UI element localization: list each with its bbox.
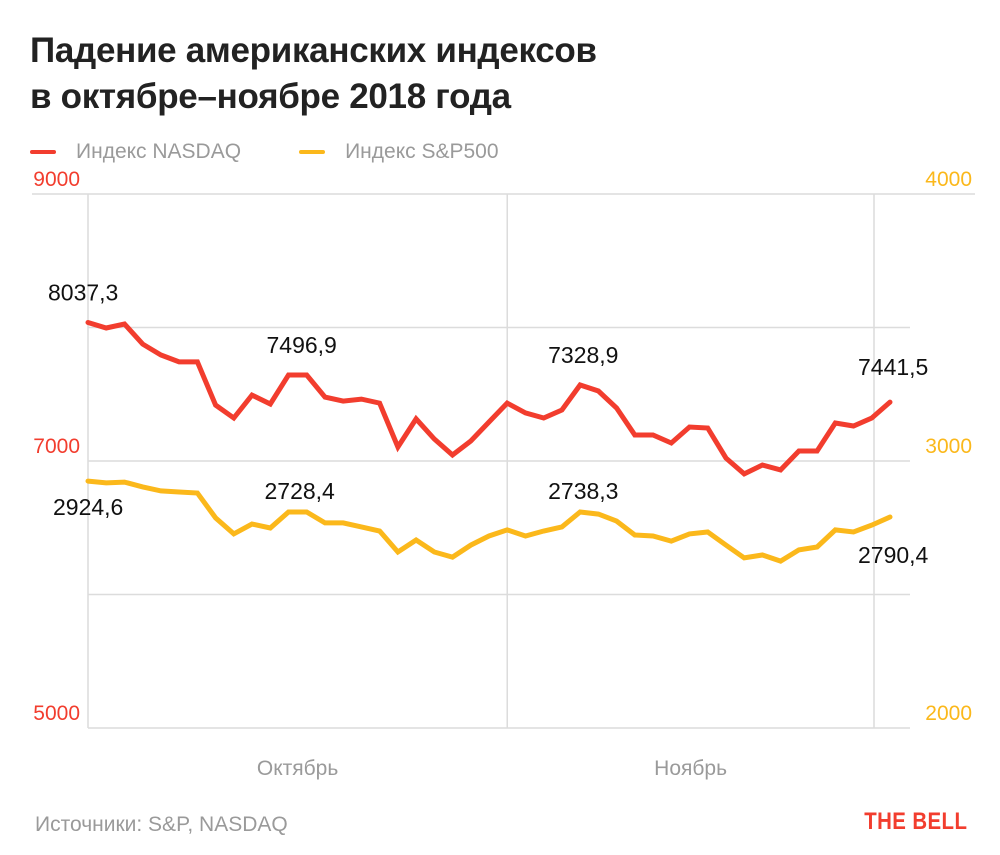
y-right-tick-label: 2000 bbox=[925, 702, 972, 725]
x-tick-label: Ноябрь bbox=[654, 757, 727, 780]
data-label: 7496,9 bbox=[267, 332, 337, 358]
y-left-tick-label: 5000 bbox=[33, 702, 80, 725]
legend-label-sp500: Индекс S&P500 bbox=[345, 140, 499, 163]
the-bell-logo: THE BELL bbox=[863, 808, 967, 835]
chart-title-line-1: Падение американских индексов bbox=[30, 31, 597, 70]
data-label: 2924,6 bbox=[53, 494, 123, 520]
legend-swatch-sp500 bbox=[299, 150, 326, 154]
data-label: 2790,4 bbox=[858, 542, 929, 568]
sp500-line bbox=[85, 478, 893, 564]
legend: Индекс NASDAQ Индекс S&P500 bbox=[30, 140, 557, 164]
legend-item-sp500: Индекс S&P500 bbox=[299, 140, 499, 164]
data-label: 7441,5 bbox=[858, 354, 928, 380]
data-label: 8037,3 bbox=[48, 280, 118, 306]
y-left-tick-label: 9000 bbox=[33, 168, 80, 191]
data-label: 2738,3 bbox=[548, 478, 618, 504]
chart-title-line-2: в октябре–ноябре 2018 года bbox=[30, 77, 511, 116]
x-tick-label: Октябрь bbox=[257, 757, 338, 780]
legend-item-nasdaq: Индекс NASDAQ bbox=[30, 140, 241, 164]
data-label: 7328,9 bbox=[548, 342, 618, 368]
legend-swatch-nasdaq bbox=[30, 150, 56, 154]
legend-label-nasdaq: Индекс NASDAQ bbox=[76, 140, 242, 163]
y-right-tick-label: 3000 bbox=[925, 435, 972, 458]
y-left-tick-label: 7000 bbox=[33, 435, 80, 458]
chart-title: Падение американских индексов в октябре–… bbox=[30, 28, 597, 120]
y-right-tick-label: 4000 bbox=[925, 168, 972, 191]
source-note: Источники: S&P, NASDAQ bbox=[35, 813, 288, 836]
data-label: 2728,4 bbox=[265, 478, 336, 504]
nasdaq-line bbox=[85, 320, 893, 477]
